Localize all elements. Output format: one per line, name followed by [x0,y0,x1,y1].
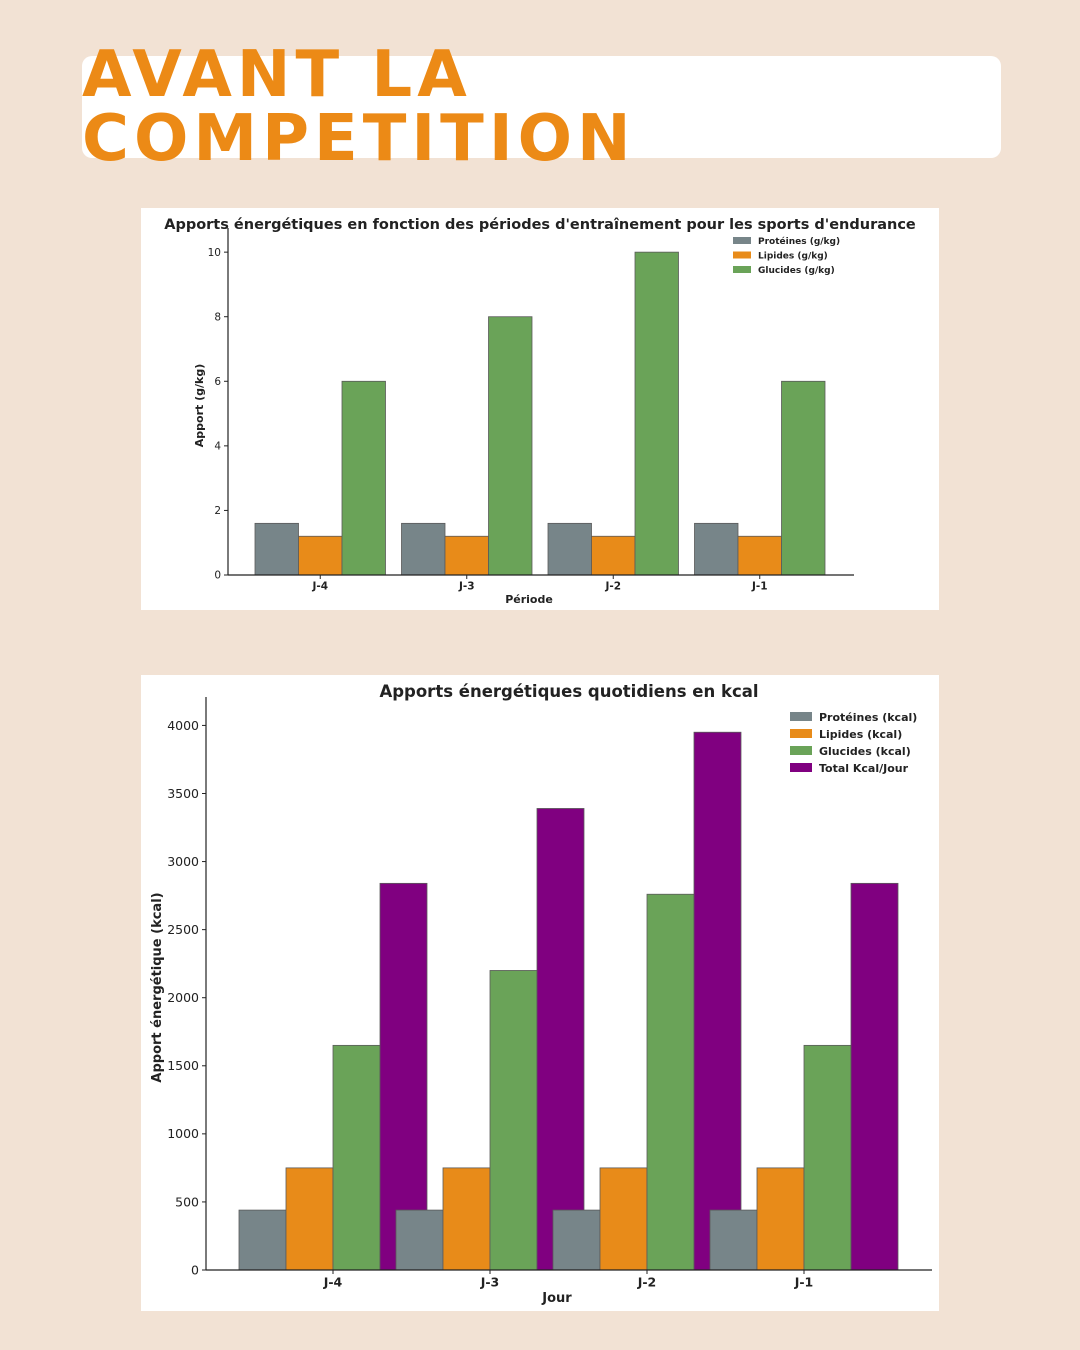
bar-proteines-j-2 [552,1209,601,1271]
bar-total-j-4 [379,882,428,1271]
bar-glucides-j-4 [341,380,386,576]
legend-swatch [790,712,812,721]
chart-title: Apports énergétiques en fonction des pér… [164,217,916,233]
bar-lipides-j-1 [756,1167,805,1271]
bar-proteines-j-2 [547,522,592,576]
bar-total-j-1 [850,882,899,1271]
y-tick-label: 0 [191,1262,199,1277]
y-tick-label: 2000 [167,990,199,1005]
legend-swatch [733,251,751,259]
y-tick-label: 2 [214,505,221,517]
x-tick-label: J-1 [794,1275,814,1290]
chart-svg-kcal: Apports énergétiques quotidiens en kcal J… [150,682,932,1306]
y-tick-label: 1000 [167,1126,199,1141]
y-axis-label: Apport énergétique (kcal) [150,892,165,1082]
y-tick-label: 500 [175,1194,199,1209]
bar-proteines-j-1 [709,1209,758,1271]
y-tick-label: 10 [208,247,221,259]
bar-glucides-j-4 [332,1044,381,1271]
chart-title: Apports énergétiques quotidiens en kcal [379,682,758,701]
x-tick-label: J-4 [311,581,328,593]
legend-swatch [733,266,751,273]
legend-swatch [790,763,812,772]
bar-lipides-j-2 [591,535,636,576]
x-axis-label: Période [505,593,553,606]
bar-proteines-j-4 [254,522,299,576]
x-tick-label: J-2 [604,581,621,593]
bar-total-j-2 [693,731,742,1271]
chart-daily-kcal: Apports énergétiques quotidiens en kcal J… [141,675,939,1311]
legend-label: Lipides (g/kg) [758,252,828,262]
x-tick-label: J-1 [751,581,768,593]
y-tick-label: 4000 [167,718,199,733]
y-tick-label: 1500 [167,1058,199,1073]
x-tick-label: J-3 [458,581,475,593]
legend-label: Total Kcal/Jour [819,762,909,775]
y-tick-label: 4 [214,441,221,453]
x-tick-label: J-2 [637,1275,657,1290]
bar-proteines-j-1 [694,522,739,576]
page-title: AVANT LA COMPETITION [82,38,636,176]
bar-lipides-j-4 [285,1167,334,1271]
legend-swatch [790,746,812,755]
legend-label: Protéines (kcal) [819,711,917,724]
x-tick-label: J-3 [480,1275,500,1290]
bar-glucides-j-3 [488,316,533,576]
bar-lipides-j-1 [737,535,782,576]
bar-total-j-3 [536,808,585,1271]
y-tick-label: 3000 [167,854,199,869]
bar-lipides-j-4 [298,535,343,576]
legend-label: Glucides (kcal) [819,745,911,758]
legend-swatch [733,237,751,244]
bar-glucides-j-3 [489,970,538,1271]
y-tick-label: 0 [214,570,221,582]
bar-glucides-j-1 [781,380,826,576]
legend-swatch [790,729,812,738]
bar-glucides-j-2 [634,251,679,576]
bar-lipides-j-2 [599,1167,648,1271]
y-tick-label: 3500 [167,786,199,801]
bar-glucides-j-2 [646,893,695,1271]
legend-label: Lipides (kcal) [819,728,902,741]
y-tick-label: 6 [214,376,221,388]
y-tick-label: 8 [214,311,221,323]
x-axis-label: Jour [541,1291,572,1306]
bar-proteines-j-3 [401,522,446,576]
y-axis-label: Apport (g/kg) [193,364,206,447]
bar-proteines-j-3 [395,1209,444,1271]
bar-lipides-j-3 [442,1167,491,1271]
x-tick-label: J-4 [323,1275,343,1290]
bar-glucides-j-1 [803,1044,852,1271]
title-banner: AVANT LA COMPETITION [82,43,1001,171]
legend-label: Protéines (g/kg) [758,236,840,247]
bar-lipides-j-3 [444,535,489,576]
legend-label: Glucides (g/kg) [758,266,835,276]
bar-proteines-j-4 [238,1209,287,1271]
chart-macros-gkg: Apports énergétiques en fonction des pér… [141,208,939,610]
chart-svg-gkg: Apports énergétiques en fonction des pér… [164,217,916,606]
y-tick-label: 2500 [167,922,199,937]
